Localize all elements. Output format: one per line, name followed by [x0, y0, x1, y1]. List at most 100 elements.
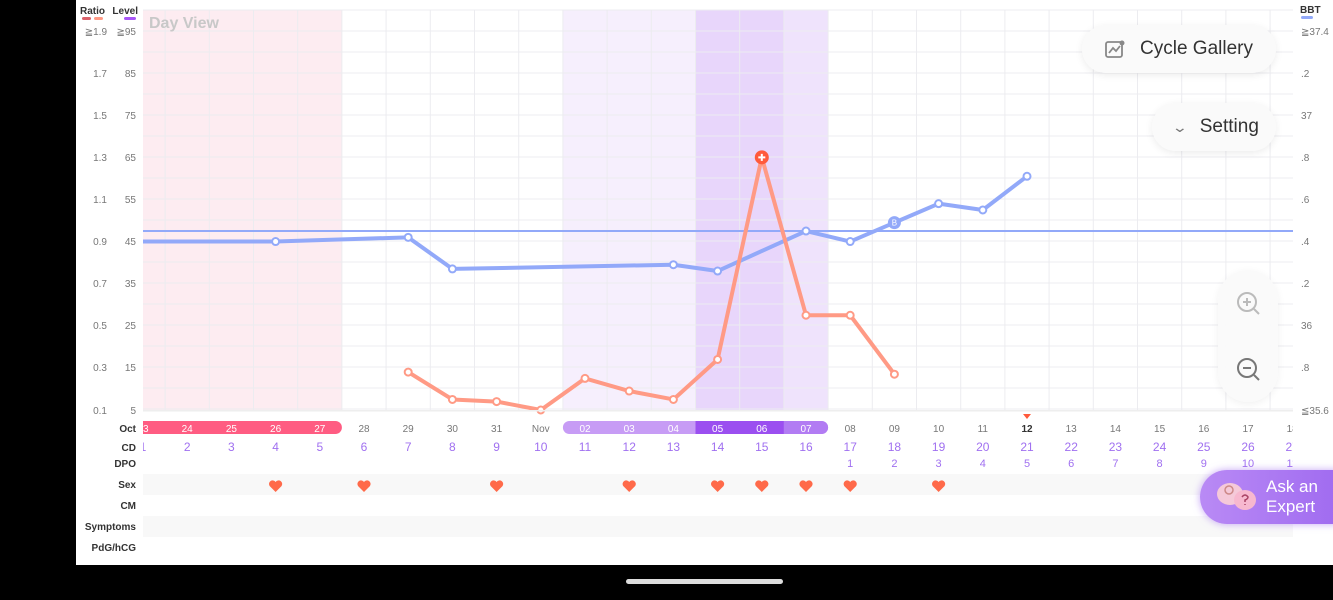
- fertile-shade: [562, 10, 608, 410]
- row-label-cd: CD: [122, 443, 136, 454]
- ratio-point: [845, 310, 855, 320]
- level-tick: 55: [125, 195, 137, 206]
- cd-value: 7: [405, 440, 412, 454]
- period-shade: [297, 10, 342, 410]
- cd-value: 8: [449, 440, 456, 454]
- cd-value: 23: [1109, 440, 1123, 454]
- date-label: 06: [756, 424, 768, 435]
- heart-icon: [357, 480, 371, 492]
- cd-value: 3: [228, 440, 235, 454]
- dpo-value: 10: [1242, 458, 1254, 470]
- plot-area: Day View B: [143, 9, 1293, 415]
- period-pill: [143, 421, 342, 434]
- plus-icon: [758, 153, 766, 161]
- period-shade: [143, 10, 166, 410]
- ratio-tick: 0.5: [93, 321, 107, 332]
- date-label: 24: [182, 424, 194, 435]
- cd-value: 21: [1020, 440, 1034, 454]
- heart-icon: [755, 480, 769, 492]
- ratio-tick: 0.3: [93, 363, 107, 374]
- heart-icon: [932, 480, 946, 492]
- zoom-in-icon[interactable]: [1237, 292, 1260, 315]
- ratio-point: [580, 373, 590, 383]
- date-label: 16: [1198, 424, 1210, 435]
- date-label: 04: [668, 424, 680, 435]
- row-label-dpo: DPO: [114, 459, 136, 470]
- date-label: 07: [800, 424, 812, 435]
- bbt-marker-label: B: [892, 219, 897, 228]
- cd-value: 11: [579, 440, 592, 454]
- bbt-tick: ≦35.6: [1301, 406, 1329, 417]
- peak-fertile-shade: [695, 10, 740, 410]
- level-tick: ≧95: [116, 27, 136, 38]
- ratio-tick: 0.1: [93, 406, 107, 417]
- cd-value: 24: [1153, 440, 1167, 454]
- date-label: 10: [933, 424, 945, 435]
- level-tick: 65: [125, 153, 137, 164]
- setting-button[interactable]: ⌄ Setting: [1152, 103, 1276, 151]
- ratio-tick: ≧1.9: [85, 27, 108, 38]
- home-indicator[interactable]: [626, 579, 783, 584]
- bbt-tick: .8: [1301, 363, 1310, 374]
- dpo-value: 5: [1024, 458, 1030, 470]
- cycle-gallery-button[interactable]: Cycle Gallery: [1082, 25, 1276, 73]
- level-tick: 35: [125, 279, 137, 290]
- ratio-line: [407, 155, 897, 412]
- ask-label-line1: Ask an: [1266, 477, 1318, 496]
- pill-end: [815, 421, 829, 434]
- setting-label: Setting: [1199, 116, 1259, 137]
- ratio-tick: 0.7: [93, 279, 107, 290]
- ovulation-pill: [783, 421, 823, 434]
- bbt-tick: 36: [1301, 321, 1313, 332]
- ratio-point: [624, 386, 634, 396]
- fertility-chart-screen: Day View B Ratio Level ≧1.9 1.7 1.5 1.3 1.1 0.9 0.…: [76, 0, 1333, 565]
- date-label: Nov: [532, 424, 550, 435]
- cd-value: 4: [272, 440, 279, 454]
- bbt-tick: .4: [1301, 237, 1310, 248]
- zoom-out-icon[interactable]: [1237, 358, 1260, 381]
- ratio-legend-swatch: [82, 17, 91, 20]
- date-label: 25: [226, 424, 238, 435]
- cd-value: 25: [1197, 440, 1211, 454]
- level-tick: 85: [125, 69, 137, 80]
- heart-icon: [489, 480, 504, 492]
- chart[interactable]: Day View B Ratio Level ≧1.9 1.7 1.5 1.3 1.1 0.9 0.…: [76, 0, 1333, 565]
- bbt-line: [143, 174, 1029, 274]
- cd-value: 18: [888, 440, 902, 454]
- heart-icon: [843, 480, 857, 492]
- ratio-tick: 1.1: [93, 195, 107, 206]
- date-label: 12: [1021, 424, 1033, 435]
- dpo-value: 8: [1157, 458, 1163, 470]
- cd-value: 12: [623, 440, 637, 454]
- bbt-point: [271, 237, 281, 247]
- date-label: 27: [314, 424, 326, 435]
- date-label: 11: [978, 424, 989, 435]
- date-label: 13: [1066, 424, 1078, 435]
- cd-value: 16: [799, 440, 813, 454]
- bbt-legend-swatch: [1301, 16, 1313, 19]
- ratio-point: [668, 394, 678, 404]
- axis-baseline: [143, 410, 1293, 412]
- ratio-point: [403, 367, 413, 377]
- symptoms-row-band: [143, 516, 1293, 537]
- cd-value: 10: [534, 440, 548, 454]
- level-axis-title: Level: [112, 6, 138, 17]
- heart-icon: [799, 480, 813, 492]
- dpo-value: 9: [1201, 458, 1207, 470]
- cd-value: 27: [1286, 440, 1300, 454]
- bbt-tick: 37: [1301, 111, 1313, 122]
- bbt-point: [447, 264, 457, 274]
- period-shade: [165, 10, 210, 410]
- level-tick: 25: [125, 321, 137, 332]
- bbt-point: [934, 199, 944, 209]
- expert-chat-icon: [1217, 483, 1256, 510]
- ratio-point: [889, 369, 899, 379]
- cd-value: 1: [140, 440, 147, 454]
- cd-value: 6: [361, 440, 368, 454]
- ask-an-expert-button[interactable]: Ask an Expert: [1200, 470, 1333, 524]
- cd-value: 20: [976, 440, 990, 454]
- ask-label-line2: Expert: [1266, 497, 1316, 516]
- date-label: 18: [1287, 424, 1299, 435]
- fertile-shade: [651, 10, 696, 410]
- cd-value: 15: [755, 440, 769, 454]
